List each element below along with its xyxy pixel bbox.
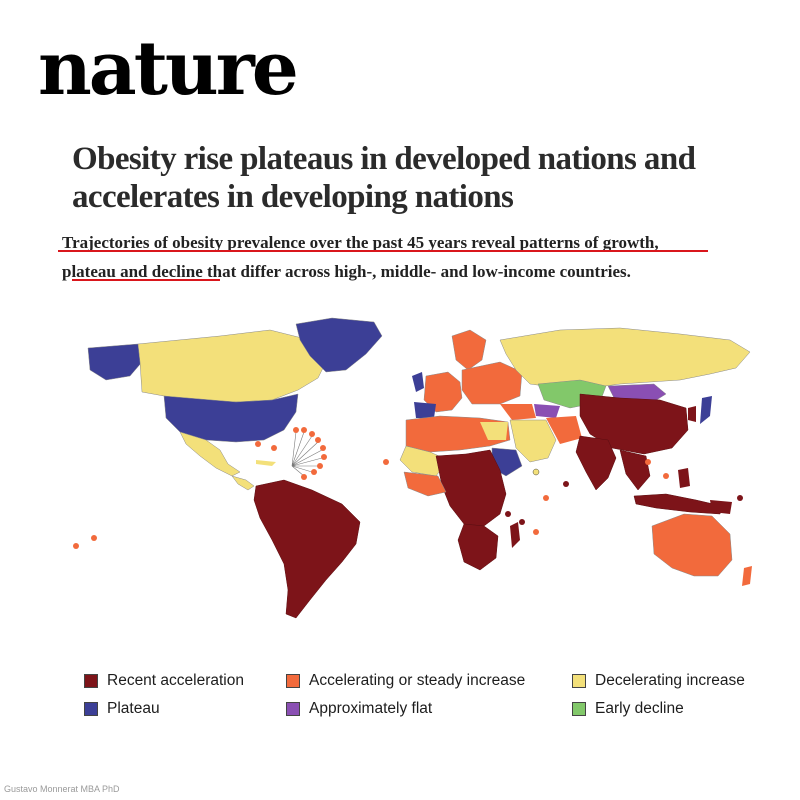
standfirst: Trajectories of obesity prevalence over … bbox=[62, 228, 782, 286]
region-central-asia-flat bbox=[534, 404, 560, 418]
legend-swatch bbox=[572, 674, 586, 688]
standfirst-line-1: Trajectories of obesity prevalence over … bbox=[62, 233, 659, 252]
region-china bbox=[579, 393, 689, 455]
region-australia bbox=[651, 513, 733, 577]
caribbean-dots bbox=[255, 427, 327, 480]
caribbean-callout bbox=[291, 431, 323, 477]
legend-swatch bbox=[286, 702, 300, 716]
masthead-logo: nature bbox=[38, 26, 299, 112]
legend-item-recent-acceleration: Recent acceleration bbox=[84, 672, 244, 690]
region-cuba bbox=[256, 460, 276, 466]
region-philippines bbox=[678, 468, 690, 488]
legend-item-approximately-flat: Approximately flat bbox=[286, 700, 432, 718]
headline: Obesity rise plateaus in developed natio… bbox=[72, 140, 792, 216]
region-mexico bbox=[179, 431, 241, 477]
legend-label: Approximately flat bbox=[309, 700, 433, 717]
region-eastern-europe bbox=[461, 361, 523, 405]
legend-item-plateau: Plateau bbox=[84, 700, 160, 718]
region-middle-east bbox=[509, 419, 557, 463]
world-map bbox=[73, 317, 752, 619]
region-turkey-caucasus bbox=[500, 404, 536, 420]
legend-item-accelerating-steady: Accelerating or steady increase bbox=[286, 672, 525, 690]
legend-swatch bbox=[286, 674, 300, 688]
legend-swatch bbox=[572, 702, 586, 716]
region-scandinavia bbox=[451, 329, 487, 371]
region-alaska bbox=[87, 343, 143, 381]
region-west-africa bbox=[403, 471, 447, 497]
region-new-zealand bbox=[742, 566, 752, 586]
region-southeast-asia bbox=[619, 449, 651, 491]
region-uk bbox=[412, 372, 424, 392]
region-south-america bbox=[253, 479, 361, 619]
region-korea bbox=[688, 406, 696, 422]
legend-label: Plateau bbox=[107, 700, 160, 717]
region-papua bbox=[710, 500, 732, 514]
standfirst-line-2: plateau and decline that differ across h… bbox=[62, 262, 631, 281]
region-indonesia bbox=[633, 493, 723, 515]
region-greenland bbox=[295, 317, 383, 373]
region-india bbox=[575, 435, 617, 491]
region-central-america bbox=[231, 475, 255, 491]
region-usa bbox=[163, 393, 299, 443]
legend-label: Early decline bbox=[595, 700, 684, 717]
legend-label: Decelerating increase bbox=[595, 672, 745, 689]
region-russia bbox=[499, 327, 751, 389]
region-southern-africa bbox=[457, 523, 499, 571]
region-madagascar bbox=[510, 522, 520, 548]
red-underline-1 bbox=[58, 250, 708, 252]
region-iran bbox=[546, 416, 582, 444]
region-central-africa bbox=[435, 449, 507, 527]
red-underline-2 bbox=[72, 279, 220, 281]
legend-item-decelerating: Decelerating increase bbox=[572, 672, 745, 690]
region-egypt bbox=[480, 422, 508, 440]
island-dots bbox=[73, 459, 743, 549]
legend-swatch bbox=[84, 674, 98, 688]
region-japan bbox=[700, 396, 712, 424]
legend-item-early-decline: Early decline bbox=[572, 700, 684, 718]
legend-label: Recent acceleration bbox=[107, 672, 244, 689]
region-iberia bbox=[414, 402, 436, 418]
region-europe-west bbox=[423, 371, 463, 413]
headline-line-1: Obesity rise plateaus in developed natio… bbox=[72, 141, 696, 177]
author-credit: Gustavo Monnerat MBA PhD bbox=[4, 784, 120, 794]
legend-label: Accelerating or steady increase bbox=[309, 672, 526, 689]
headline-line-2: accelerates in developing nations bbox=[72, 179, 514, 215]
region-canada bbox=[137, 329, 329, 403]
legend-swatch bbox=[84, 702, 98, 716]
